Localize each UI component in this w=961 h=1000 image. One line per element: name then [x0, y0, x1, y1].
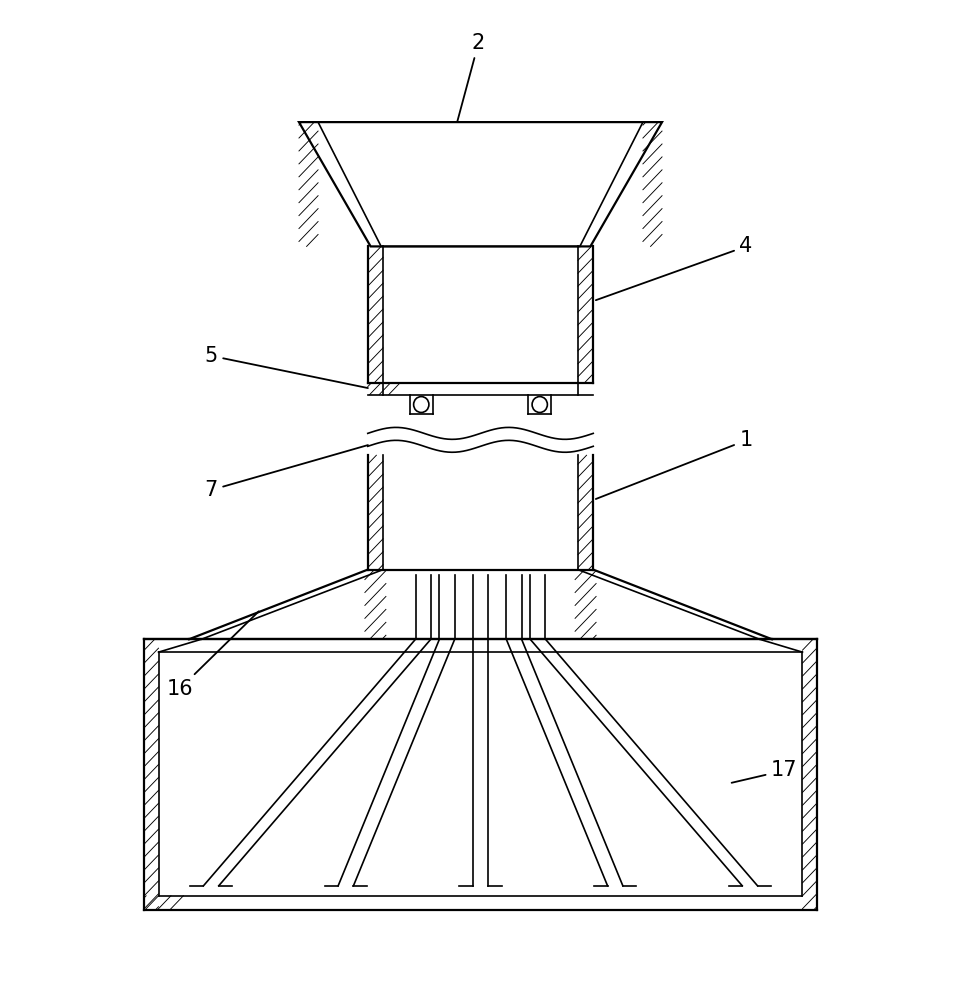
Circle shape	[413, 397, 429, 412]
Text: 16: 16	[166, 611, 259, 699]
Text: 17: 17	[731, 760, 798, 783]
Circle shape	[532, 397, 548, 412]
Text: 7: 7	[205, 445, 368, 500]
Text: 2: 2	[457, 33, 485, 121]
Text: 4: 4	[596, 236, 752, 300]
Text: 1: 1	[596, 430, 752, 499]
Text: 5: 5	[205, 346, 368, 388]
